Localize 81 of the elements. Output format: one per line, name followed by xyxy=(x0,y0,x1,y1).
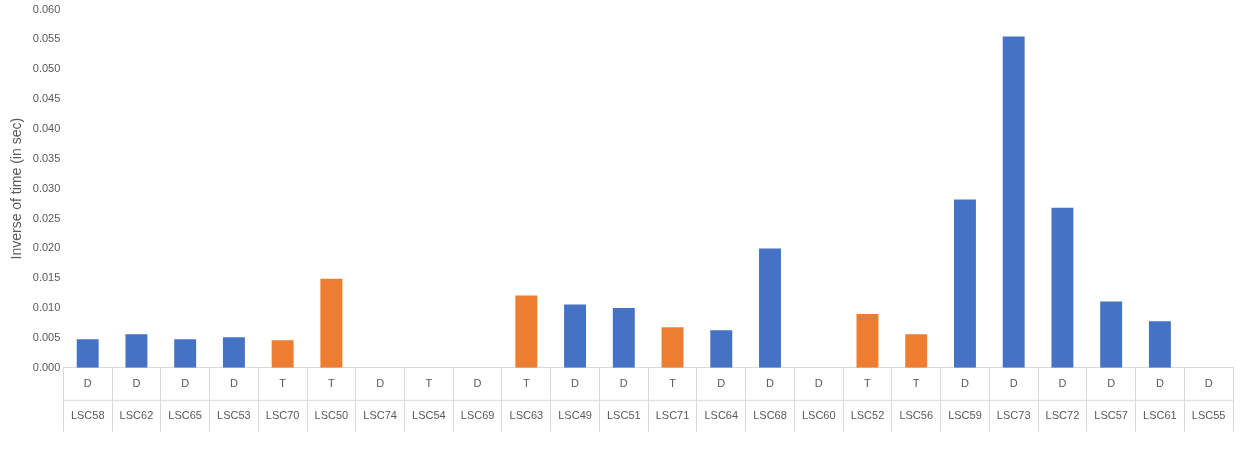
bar xyxy=(661,327,684,368)
text: D xyxy=(717,376,726,389)
x-tick-label: LSC69 xyxy=(460,408,495,421)
y-tick-label: 0.055 xyxy=(32,32,61,45)
bar xyxy=(125,334,148,368)
x-tick-label: LSC53 xyxy=(217,408,251,421)
text: D xyxy=(766,376,775,389)
y-tick-label: 0.020 xyxy=(32,241,61,254)
bar xyxy=(1148,321,1171,368)
text: T xyxy=(425,376,433,389)
x-tick-label: LSC62 xyxy=(119,408,154,421)
x-tick-label: LSC57 xyxy=(1094,408,1128,421)
bar xyxy=(1002,36,1025,368)
text: T xyxy=(522,376,530,389)
bar xyxy=(856,314,879,368)
y-tick-label: 0.035 xyxy=(32,151,61,164)
text: D xyxy=(473,376,482,389)
text: D xyxy=(132,376,141,389)
bar xyxy=(759,248,781,368)
x-tick-label: LSC70 xyxy=(265,408,300,421)
text: T xyxy=(864,376,872,389)
text: D xyxy=(1155,376,1164,389)
x-tick-label: LSC58 xyxy=(70,408,105,421)
bar xyxy=(710,330,733,368)
text: T xyxy=(912,376,920,389)
bar xyxy=(76,339,99,368)
y-tick-label: 0.010 xyxy=(32,301,61,314)
text: D xyxy=(960,376,969,389)
x-tick-label: LSC74 xyxy=(363,408,397,421)
y-tick-label: 0.050 xyxy=(32,62,61,75)
text: D xyxy=(181,376,190,389)
x-tick-label: LSC71 xyxy=(655,408,690,421)
text: D xyxy=(229,376,238,389)
bar xyxy=(905,334,928,368)
text: T xyxy=(279,376,287,389)
y-tick-label: 0.040 xyxy=(32,122,61,135)
text: D xyxy=(619,376,628,389)
bar xyxy=(222,337,245,368)
x-tick-label: LSC50 xyxy=(314,408,349,421)
x-tick-label: LSC60 xyxy=(801,408,836,421)
text: D xyxy=(1058,376,1067,389)
text: D xyxy=(1204,376,1213,389)
y-tick-label: 0.015 xyxy=(32,271,61,284)
bar xyxy=(953,199,976,368)
bar xyxy=(1051,207,1074,368)
bar xyxy=(174,339,197,368)
y-tick-label: 0.000 xyxy=(32,360,61,373)
x-tick-label: LSC54 xyxy=(412,408,446,421)
bar xyxy=(320,278,343,368)
y-axis-title: Inverse of time (in sec) xyxy=(8,117,25,260)
text: T xyxy=(669,376,677,389)
bar xyxy=(1100,301,1123,368)
y-tick-label: 0.030 xyxy=(32,181,61,194)
x-tick-label: LSC64 xyxy=(704,408,739,421)
x-tick-label: LSC49 xyxy=(558,408,592,421)
text: D xyxy=(571,376,580,389)
y-tick-label: 0.005 xyxy=(32,330,61,343)
x-tick-label: LSC59 xyxy=(948,408,982,421)
text: T xyxy=(328,376,336,389)
x-tick-label: LSC63 xyxy=(509,408,544,421)
y-tick-label: 0.045 xyxy=(32,92,61,105)
bar xyxy=(564,304,587,368)
text: D xyxy=(814,376,823,389)
bar xyxy=(271,340,294,368)
text: D xyxy=(376,376,385,389)
text: D xyxy=(1009,376,1018,389)
bar xyxy=(515,295,538,368)
x-tick-label: LSC61 xyxy=(1143,408,1177,421)
x-tick-label: LSC73 xyxy=(996,408,1031,421)
x-tick-label: LSC51 xyxy=(606,408,641,421)
text: D xyxy=(1107,376,1116,389)
text: D xyxy=(83,376,92,389)
x-tick-label: LSC52 xyxy=(850,408,885,421)
x-tick-label: LSC56 xyxy=(899,408,934,421)
x-tick-label: LSC68 xyxy=(753,408,787,421)
y-tick-label: 0.060 xyxy=(32,2,61,15)
x-tick-label: LSC65 xyxy=(168,408,202,421)
x-tick-label: LSC72 xyxy=(1045,408,1080,421)
bar xyxy=(612,308,635,368)
y-tick-label: 0.025 xyxy=(32,211,61,224)
x-tick-label: LSC55 xyxy=(1191,408,1226,421)
